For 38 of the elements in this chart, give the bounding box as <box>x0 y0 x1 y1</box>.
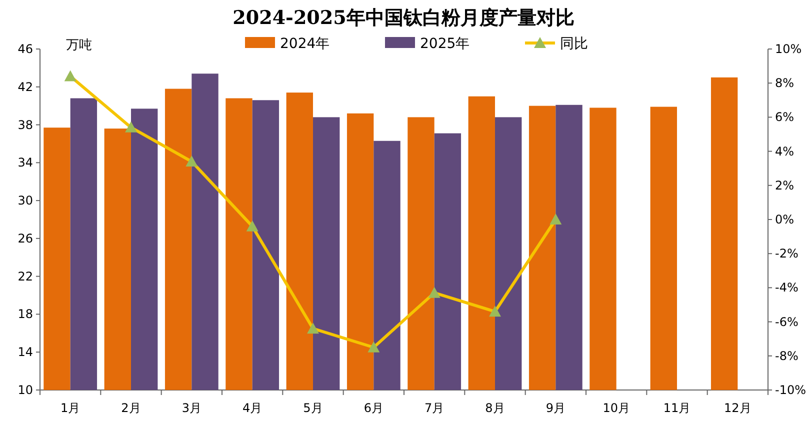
y2-tick-label: 8% <box>775 76 794 90</box>
x-tick-label: 8月 <box>485 401 505 415</box>
y2-tick-label: -10% <box>775 383 806 397</box>
x-tick-label: 7月 <box>424 401 444 415</box>
y-tick-label: 26 <box>18 231 33 246</box>
y2-tick-label: 4% <box>775 144 794 158</box>
y2-tick-label: -2% <box>775 246 798 261</box>
legend-label: 2024年 <box>280 36 330 52</box>
x-tick-label: 3月 <box>182 401 202 415</box>
y2-tick-label: -4% <box>775 280 798 295</box>
y-tick-label: 34 <box>18 156 33 170</box>
y-tick-label: 30 <box>18 194 33 208</box>
chart-title: 2024-2025年中国钛白粉月度产量对比 <box>232 7 574 29</box>
x-tick-label: 5月 <box>303 401 323 415</box>
legend-label: 2025年 <box>420 36 470 52</box>
x-tick-label: 6月 <box>364 401 384 415</box>
y-tick-label: 14 <box>18 345 33 360</box>
y2-tick-label: -6% <box>775 314 798 329</box>
x-tick-label: 11月 <box>663 401 691 415</box>
y-tick-label: 10 <box>18 383 33 397</box>
y-tick-label: 42 <box>18 80 33 94</box>
y2-tick-label: 0% <box>775 212 794 226</box>
y-tick-label: 38 <box>18 118 33 132</box>
y2-tick-label: 2% <box>775 178 794 192</box>
x-tick-label: 9月 <box>546 401 566 415</box>
y-tick-label: 18 <box>18 307 33 322</box>
y-tick-label: 46 <box>18 42 33 56</box>
x-tick-label: 12月 <box>724 401 752 415</box>
y2-tick-label: 6% <box>775 110 794 124</box>
x-tick-label: 1月 <box>60 401 80 415</box>
x-tick-label: 10月 <box>602 401 630 415</box>
x-tick-label: 4月 <box>242 401 262 415</box>
legend-label: 同比 <box>560 36 588 52</box>
y-axis-title: 万吨 <box>66 38 92 53</box>
x-tick-label: 2月 <box>121 401 141 415</box>
y2-tick-label: -8% <box>775 348 798 363</box>
y2-tick-label: 10% <box>775 42 802 56</box>
y-tick-label: 22 <box>18 269 33 284</box>
